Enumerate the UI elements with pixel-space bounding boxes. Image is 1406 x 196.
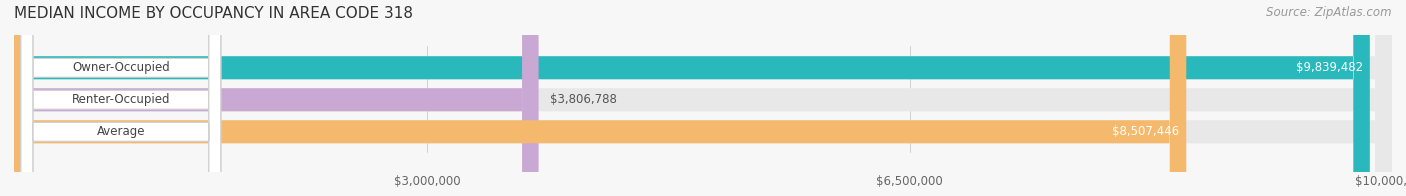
Text: Renter-Occupied: Renter-Occupied xyxy=(72,93,170,106)
FancyBboxPatch shape xyxy=(14,0,538,196)
Text: $8,507,446: $8,507,446 xyxy=(1112,125,1180,138)
Text: Owner-Occupied: Owner-Occupied xyxy=(72,61,170,74)
FancyBboxPatch shape xyxy=(14,0,1369,196)
FancyBboxPatch shape xyxy=(21,0,221,196)
Text: $9,839,482: $9,839,482 xyxy=(1296,61,1362,74)
Text: MEDIAN INCOME BY OCCUPANCY IN AREA CODE 318: MEDIAN INCOME BY OCCUPANCY IN AREA CODE … xyxy=(14,6,413,21)
FancyBboxPatch shape xyxy=(14,0,1187,196)
FancyBboxPatch shape xyxy=(14,0,1392,196)
FancyBboxPatch shape xyxy=(14,0,1392,196)
FancyBboxPatch shape xyxy=(21,0,221,196)
FancyBboxPatch shape xyxy=(14,0,1392,196)
Text: Average: Average xyxy=(97,125,145,138)
Text: $3,806,788: $3,806,788 xyxy=(550,93,616,106)
Text: Source: ZipAtlas.com: Source: ZipAtlas.com xyxy=(1267,6,1392,19)
FancyBboxPatch shape xyxy=(21,0,221,196)
